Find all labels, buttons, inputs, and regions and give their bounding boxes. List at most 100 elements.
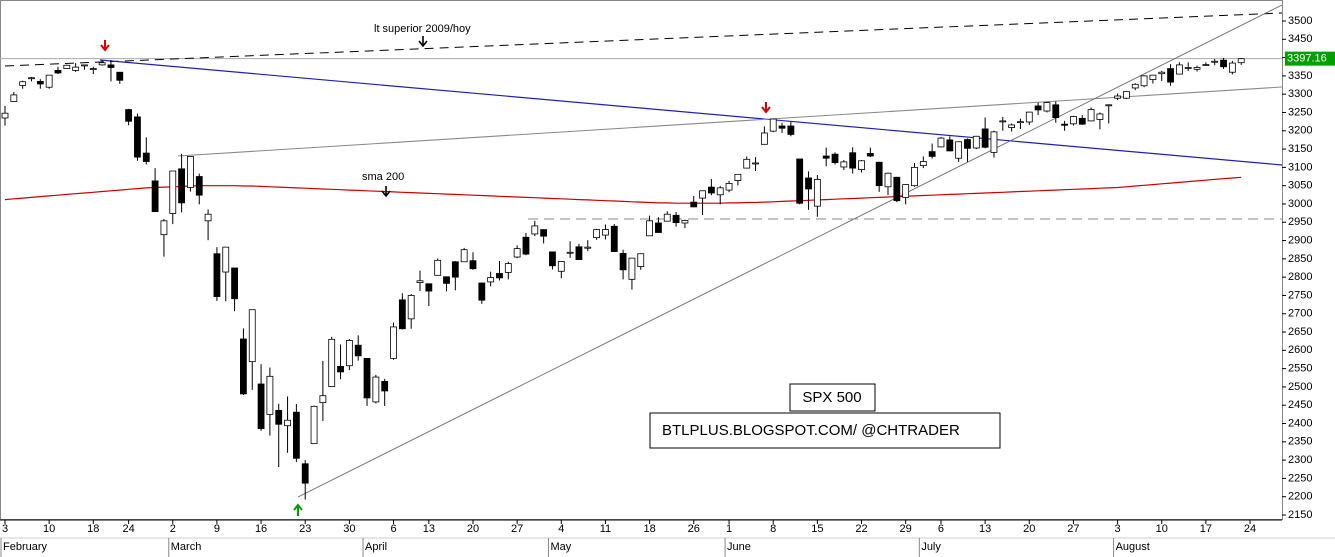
candle-body	[160, 220, 168, 236]
candle-body	[425, 283, 433, 292]
candle-body	[822, 155, 830, 159]
candle-body	[787, 125, 795, 135]
candle-body	[1114, 95, 1121, 99]
candle-body	[999, 120, 1007, 123]
x-tick-label: 18	[87, 523, 99, 535]
x-tick-label: 30	[343, 523, 355, 535]
candle-body	[646, 220, 653, 237]
candle-body	[257, 383, 265, 430]
candle-body	[1237, 58, 1245, 64]
y-tick-label: 3450	[1288, 33, 1312, 45]
candle-body	[390, 326, 397, 359]
candle-body	[1131, 83, 1139, 89]
y-tick-label: 2900	[1288, 234, 1312, 246]
y-tick-label: 2350	[1288, 436, 1312, 448]
candle-body	[301, 463, 309, 484]
y-tick-label: 2500	[1288, 381, 1312, 393]
x-tick-label: 3	[2, 523, 8, 535]
candle-body	[487, 277, 495, 283]
candle-body	[1078, 117, 1086, 125]
candle-body	[222, 246, 230, 273]
candle-body	[902, 184, 910, 198]
annotation: SPX 500	[802, 389, 861, 406]
y-tick-label: 2200	[1288, 491, 1312, 503]
candle-body	[610, 225, 618, 252]
candle-body	[240, 338, 247, 395]
candle-body	[36, 80, 44, 85]
candle-body	[655, 222, 662, 233]
candle-body	[337, 366, 344, 373]
candle-body	[911, 166, 918, 187]
upper-trendline	[4, 12, 1283, 67]
candle-body	[955, 141, 963, 159]
candle-body	[81, 64, 88, 67]
candle-body	[1025, 111, 1033, 123]
candle-body	[602, 229, 609, 236]
label-box	[649, 412, 1001, 449]
candle-body	[796, 158, 804, 204]
candle-body	[328, 338, 336, 387]
x-tick-label: 1	[726, 523, 732, 535]
candle-body	[178, 168, 186, 204]
month-label: May	[550, 541, 571, 553]
candle-body	[964, 139, 971, 149]
y-tick-label: 3050	[1288, 180, 1312, 192]
candle-body	[805, 177, 812, 190]
candle-body	[972, 135, 980, 149]
y-tick-label: 2700	[1288, 308, 1312, 320]
candle-body	[1228, 62, 1236, 73]
candle-body	[10, 94, 18, 102]
month-label: March	[171, 541, 202, 553]
candle-body	[858, 160, 865, 170]
y-tick-label: 2450	[1288, 399, 1312, 411]
candle-body	[672, 214, 680, 224]
candle-body	[840, 161, 848, 168]
candle-body	[1087, 109, 1095, 122]
y-tick-label: 2650	[1288, 326, 1312, 338]
annotation: BTLPLUS.BLOGSPOT.COM/ @CHTRADER	[662, 422, 960, 439]
y-tick-label: 2550	[1288, 363, 1312, 375]
candle-body	[460, 249, 468, 263]
candle-body	[1008, 124, 1016, 128]
candle-body	[213, 253, 221, 297]
candle-body	[760, 132, 768, 145]
candle-body	[345, 340, 353, 367]
black-arrow	[381, 186, 391, 198]
y-tick-label: 3100	[1288, 161, 1312, 173]
candle-body	[319, 395, 327, 404]
candle-body	[699, 190, 706, 199]
annotation: lt superior 2009/hoy	[374, 23, 471, 35]
candle-body	[292, 411, 300, 459]
candle-body	[849, 152, 857, 169]
candle-body	[434, 259, 442, 276]
last-price-box	[1285, 51, 1335, 66]
candle-body	[248, 309, 256, 363]
x-tick-label: 8	[770, 523, 776, 535]
candle-body	[1034, 105, 1042, 111]
blue-trendline	[99, 59, 1283, 166]
x-tick-label: 20	[467, 523, 479, 535]
candle-body	[107, 64, 115, 68]
candle-body	[884, 172, 892, 188]
candle-body	[478, 282, 486, 301]
candle-body	[513, 248, 521, 258]
candle-body	[522, 236, 530, 255]
last-price-label: 3397.16	[1287, 53, 1327, 65]
candle-body	[63, 64, 71, 69]
candle-body	[946, 139, 954, 152]
x-tick-label: 3	[1115, 523, 1121, 535]
candle-body	[743, 158, 751, 169]
y-tick-label: 2250	[1288, 472, 1312, 484]
y-tick-label: 3300	[1288, 88, 1312, 100]
candle-body	[310, 405, 318, 445]
x-tick-label: 15	[811, 523, 823, 535]
candle-body	[1052, 104, 1060, 119]
month-label: February	[3, 541, 48, 553]
x-tick-label: 17	[1200, 523, 1212, 535]
candle-body	[1140, 75, 1148, 87]
y-tick-label: 2750	[1288, 289, 1312, 301]
x-tick-label: 9	[214, 523, 220, 535]
x-tick-label: 22	[855, 523, 867, 535]
